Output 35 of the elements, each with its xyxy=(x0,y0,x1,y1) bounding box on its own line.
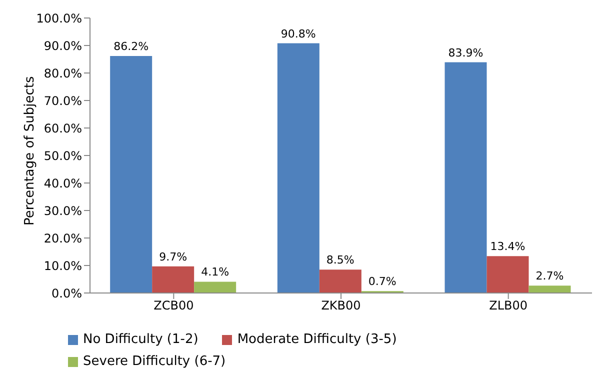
y-tick-label: 50.0% xyxy=(44,148,82,163)
data-label: 83.9% xyxy=(448,46,484,60)
data-label: 8.5% xyxy=(326,254,354,267)
data-label: 86.2% xyxy=(114,40,149,53)
y-tick-label: 100.0% xyxy=(36,11,82,26)
bar xyxy=(110,56,152,293)
x-tick-label: ZCB00 xyxy=(154,298,194,313)
bar xyxy=(444,62,487,293)
legend-label: Moderate Difficulty (3-5) xyxy=(237,331,397,349)
bar xyxy=(528,286,571,293)
y-tick-label: 40.0% xyxy=(44,176,82,190)
y-tick-label: 0.0% xyxy=(52,286,82,300)
data-label: 9.7% xyxy=(159,250,188,264)
y-axis-title: Percentage of Subjects xyxy=(22,76,38,226)
legend-label: Severe Difficulty (6-7) xyxy=(83,353,226,371)
data-label: 13.4% xyxy=(490,240,526,254)
data-label: 2.7% xyxy=(536,270,564,283)
x-tick-label: ZLB00 xyxy=(489,298,528,313)
x-tick-label: ZKB00 xyxy=(321,298,361,313)
data-label: 0.7% xyxy=(368,275,396,288)
bar xyxy=(152,266,194,293)
bar xyxy=(486,256,529,293)
y-tick-label: 60.0% xyxy=(44,121,82,136)
bar xyxy=(194,282,236,293)
bar xyxy=(277,43,320,293)
y-tick-label: 90.0% xyxy=(44,38,82,53)
y-tick-label: 70.0% xyxy=(44,94,82,108)
y-tick-label: 20.0% xyxy=(44,231,82,246)
bar xyxy=(319,270,362,293)
y-tick-label: 80.0% xyxy=(44,66,82,80)
data-label: 4.1% xyxy=(201,266,230,279)
data-label: 90.8% xyxy=(280,27,316,40)
legend-label: No Difficulty (1-2) xyxy=(83,331,198,349)
y-tick-label: 10.0% xyxy=(44,258,82,273)
y-tick-label: 30.0% xyxy=(44,204,82,218)
